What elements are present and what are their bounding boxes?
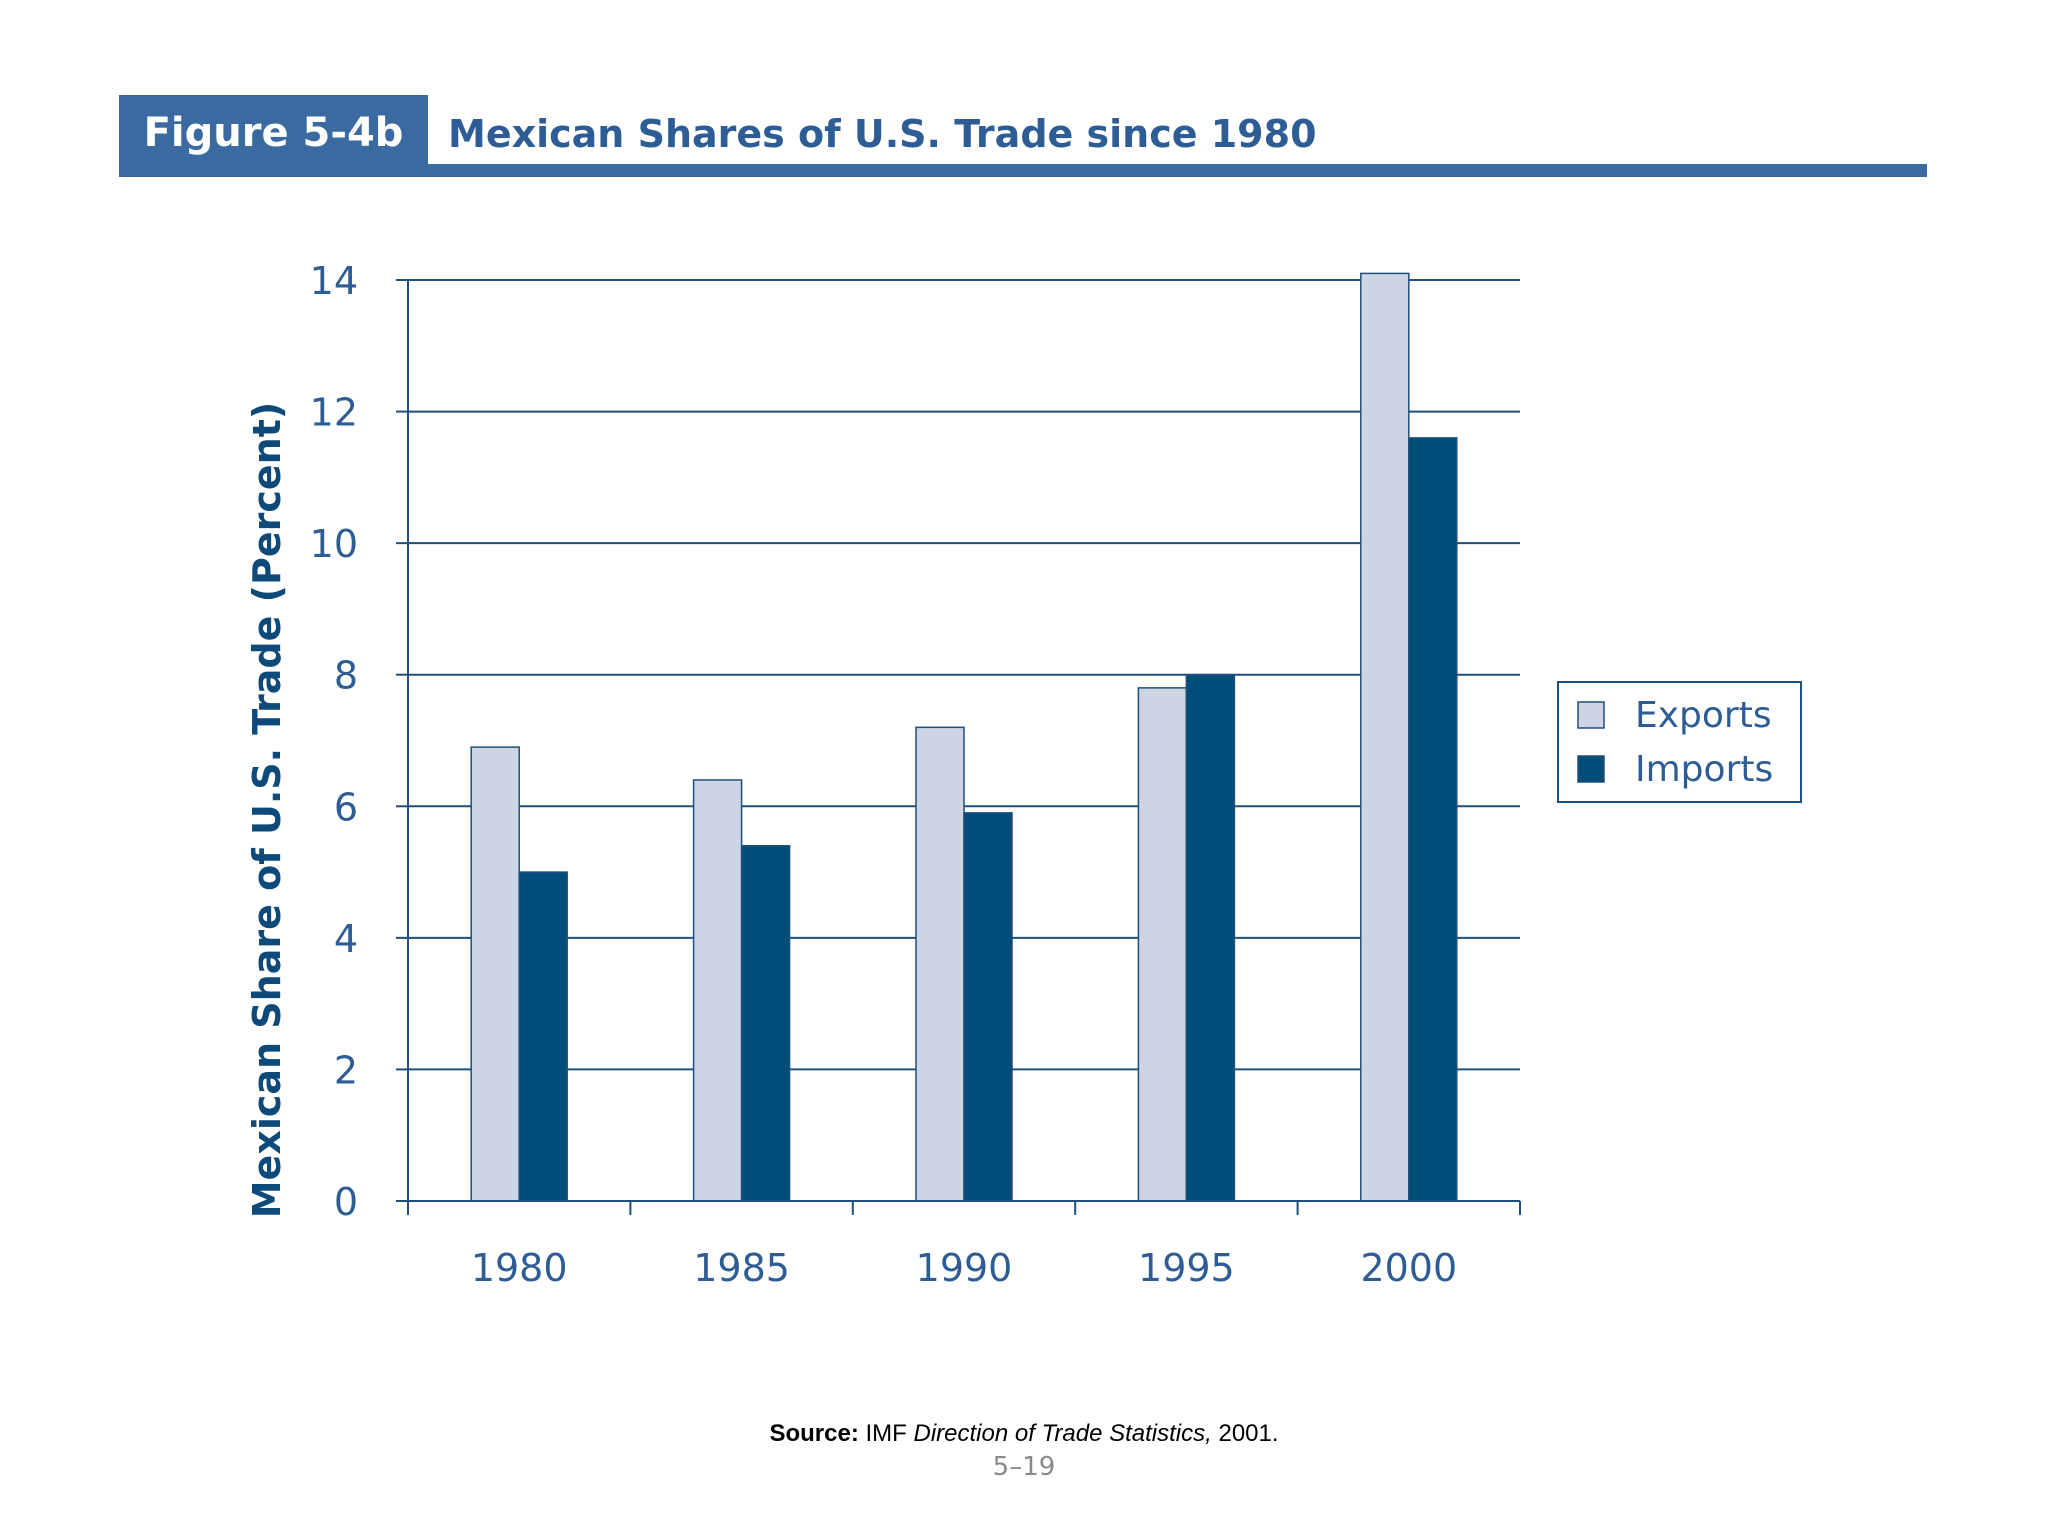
x-tick-label: 2000 bbox=[1360, 1246, 1457, 1290]
legend: Exports Imports bbox=[1557, 681, 1802, 803]
bar-exports-1990 bbox=[915, 726, 965, 1202]
source-publication: Direction of Trade Statistics, bbox=[913, 1420, 1212, 1447]
figure-label: Figure 5-4b bbox=[119, 95, 428, 171]
y-tick-label: 12 bbox=[310, 391, 358, 435]
page-number: 5–19 bbox=[992, 1452, 1056, 1482]
y-axis-label: Mexican Share of U.S. Trade (Percent) bbox=[245, 402, 289, 1219]
source-note: Source: IMF Direction of Trade Statistic… bbox=[0, 1420, 2048, 1448]
source-year: 2001. bbox=[1218, 1420, 1279, 1447]
bar-exports-1985 bbox=[692, 779, 743, 1202]
bar-exports-2000 bbox=[1360, 272, 1410, 1202]
source-label: Source: bbox=[769, 1420, 859, 1447]
x-tick-label: 1980 bbox=[471, 1246, 568, 1290]
figure-title: Mexican Shares of U.S. Trade since 1980 bbox=[448, 112, 1317, 156]
bar-imports-2000 bbox=[1408, 437, 1458, 1202]
bars bbox=[470, 272, 1458, 1202]
bar-exports-1980 bbox=[470, 746, 520, 1202]
legend-swatch-imports bbox=[1577, 755, 1605, 783]
axes bbox=[396, 279, 1521, 1215]
y-tick-label: 2 bbox=[334, 1048, 358, 1092]
tick-labels: 0 2 4 6 8 10 12 14 1980 1985 1990 1995 2000 bbox=[310, 259, 1458, 1290]
title-rule bbox=[119, 164, 1927, 177]
y-tick-label: 14 bbox=[310, 259, 358, 303]
y-tick-label: 8 bbox=[334, 654, 358, 698]
x-tick-label: 1995 bbox=[1138, 1246, 1235, 1290]
source-org: IMF bbox=[865, 1420, 907, 1447]
bar-imports-1985 bbox=[740, 845, 791, 1202]
bar-imports-1995 bbox=[1185, 673, 1236, 1202]
bar-imports-1990 bbox=[963, 812, 1013, 1202]
y-tick-label: 0 bbox=[334, 1180, 358, 1224]
bar-exports-1995 bbox=[1137, 687, 1188, 1202]
legend-label-imports: Imports bbox=[1635, 749, 1773, 790]
bar-imports-1980 bbox=[518, 871, 568, 1202]
y-tick-label: 4 bbox=[334, 917, 358, 961]
y-tick-label: 10 bbox=[310, 522, 358, 566]
legend-swatch-exports bbox=[1577, 701, 1605, 729]
legend-label-exports: Exports bbox=[1635, 695, 1772, 736]
y-tick-label: 6 bbox=[334, 785, 358, 829]
x-tick-label: 1990 bbox=[916, 1246, 1013, 1290]
x-tick-label: 1985 bbox=[693, 1246, 790, 1290]
